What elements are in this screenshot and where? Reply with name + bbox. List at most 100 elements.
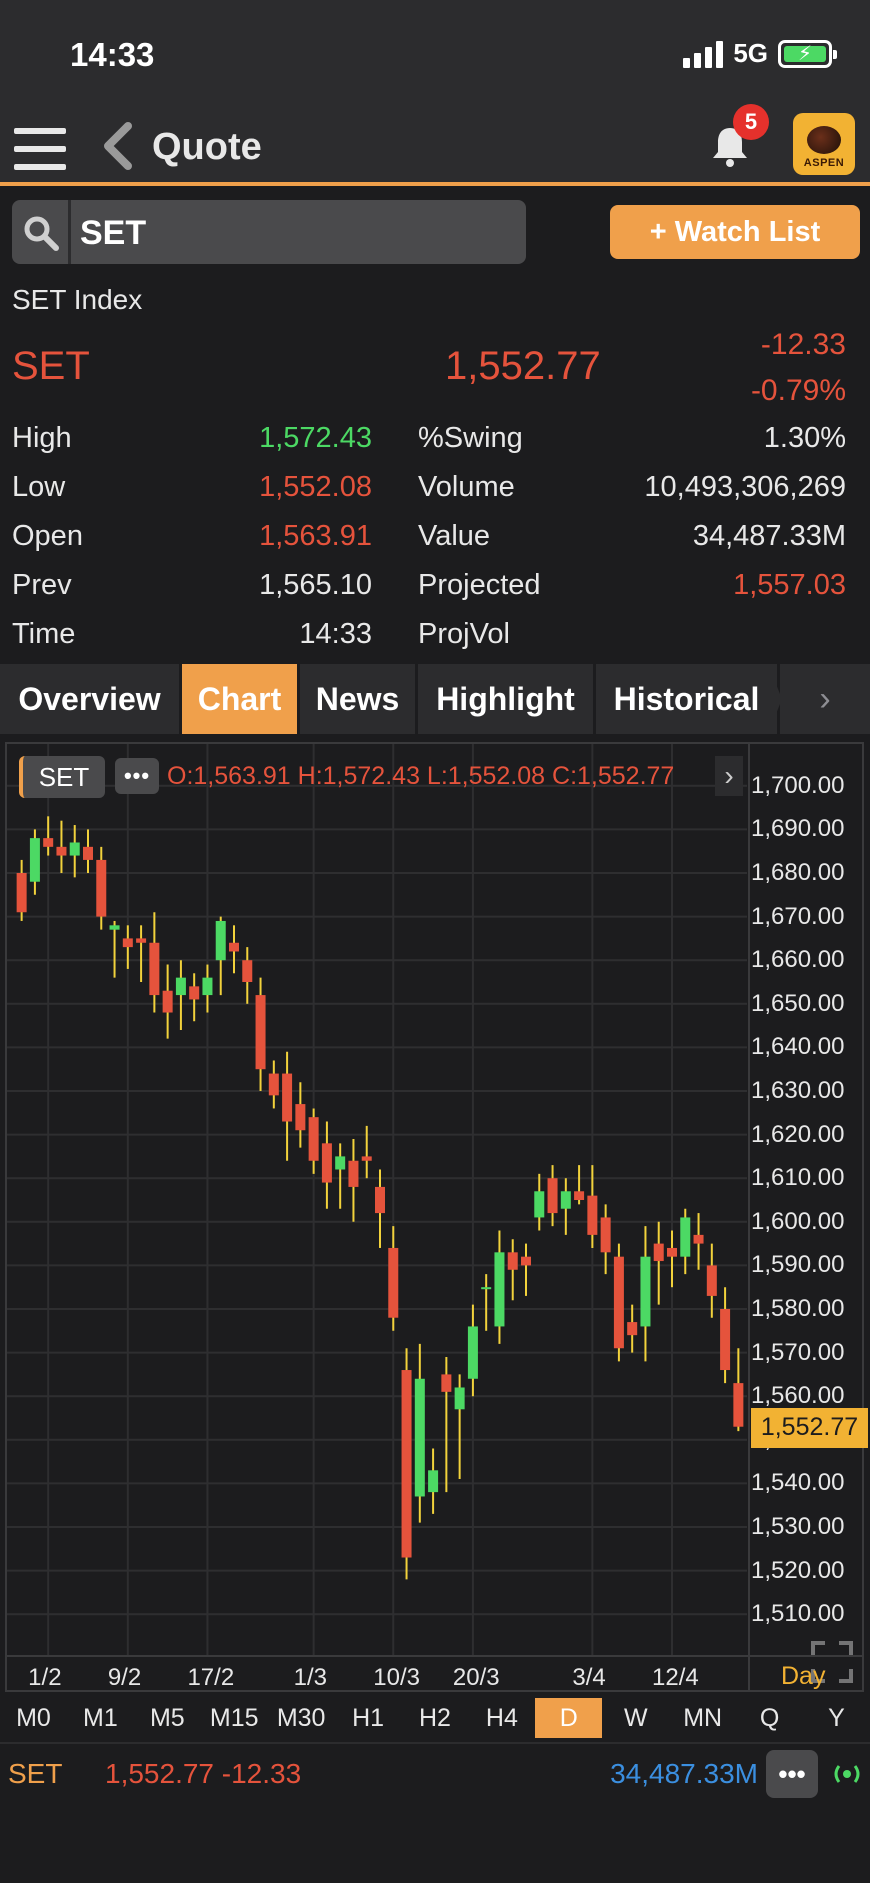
y-tick-label: 1,670.00 [751, 902, 845, 930]
search-icon [24, 216, 59, 251]
stat-label-open: Open [12, 520, 83, 552]
ohlc-scroll-chevron-icon[interactable]: › [715, 756, 743, 796]
back-chevron-icon[interactable] [100, 122, 136, 170]
stat-label-high: High [12, 422, 72, 454]
y-tick-label: 1,690.00 [751, 815, 845, 843]
candle-body [613, 1256, 624, 1349]
price-change: -12.33 [760, 328, 846, 361]
ticker-price-change: 1,552.77 -12.33 [105, 1758, 302, 1789]
stat-label-value: Value [418, 520, 491, 552]
candle-body [215, 920, 226, 961]
timeframe-h2[interactable]: H2 [419, 1703, 451, 1732]
search-value: SET [80, 214, 147, 252]
candle-body [627, 1322, 638, 1336]
interval-label: Day [781, 1662, 826, 1690]
app-header: Quote ASPEN [0, 110, 870, 186]
candle-body [720, 1309, 731, 1371]
menu-icon[interactable] [14, 128, 66, 170]
y-tick-label: 1,580.00 [751, 1295, 845, 1322]
stat-value-low: 1,552.08 [259, 471, 372, 503]
x-tick-label: 3/4 [572, 1664, 606, 1691]
tab-news[interactable]: News [300, 664, 418, 734]
y-tick-label: 1,660.00 [751, 946, 845, 974]
candlestick-chart[interactable] [7, 744, 862, 1690]
timeframe-q[interactable]: Q [759, 1703, 780, 1732]
candle-body [268, 1073, 279, 1096]
stat-label-time: Time [12, 618, 76, 650]
x-tick-label: 17/2 [187, 1664, 235, 1691]
add-watch-list-button[interactable]: + Watch List [610, 205, 860, 259]
notification-badge[interactable]: 5 [733, 104, 769, 140]
candle-body [136, 938, 147, 943]
y-tick-label: 1,570.00 [751, 1338, 845, 1366]
stat-label-low: Low [12, 471, 66, 503]
status-icons: 5G ⚡ [683, 38, 837, 69]
x-tick-label: 20/3 [452, 1664, 500, 1691]
y-tick-label: 1,650.00 [751, 989, 845, 1017]
timeframe-bar: M0 M1 M5 M15 M30 H1 H2 H4 D W MN Q Y [0, 1698, 870, 1738]
ticker-symbol[interactable]: SET [8, 1758, 63, 1789]
y-tick-label: 1,560.00 [751, 1382, 845, 1410]
connection-status-icon [834, 1765, 860, 1783]
candle-body [653, 1243, 664, 1262]
candle-body [574, 1191, 585, 1200]
candle-body [467, 1326, 478, 1379]
expand-icon[interactable] [807, 1637, 857, 1687]
candle-body [534, 1191, 545, 1218]
y-tick-label: 1,640.00 [751, 1033, 845, 1061]
stat-value-swing: 1.30% [763, 422, 846, 454]
timeframe-y[interactable]: Y [828, 1703, 845, 1732]
timeframe-mn[interactable]: MN [683, 1703, 723, 1732]
chart-symbol-chip[interactable]: SET [19, 756, 105, 798]
candle-body [149, 942, 160, 996]
y-tick-label: 1,510.00 [751, 1600, 845, 1628]
candle-body [693, 1234, 704, 1244]
tab-chart[interactable]: Chart [182, 664, 300, 734]
aspen-logo[interactable]: ASPEN [793, 113, 855, 175]
candle-body [83, 846, 93, 860]
candle-body [16, 873, 27, 913]
y-tick-label: 1,530.00 [751, 1513, 845, 1540]
candle-body [56, 846, 67, 856]
last-price-tag: 1,552.77 [751, 1407, 868, 1448]
stat-value-time: 14:33 [299, 618, 372, 650]
timeframe-m1[interactable]: M1 [83, 1703, 118, 1732]
stat-value-projected: 1,557.03 [733, 569, 846, 601]
stat-label-volume: Volume [418, 471, 515, 503]
candle-body [547, 1178, 558, 1214]
chart-options-button[interactable]: ••• [115, 758, 159, 794]
candle-body [428, 1470, 439, 1493]
x-tick-label: 1/3 [293, 1664, 327, 1691]
candle-body [494, 1252, 505, 1327]
candle-body [308, 1117, 319, 1161]
stat-value-open: 1,563.91 [259, 520, 372, 552]
tab-highlight[interactable]: Highlight [418, 664, 596, 734]
tab-historical[interactable]: Historical [596, 664, 780, 734]
timeframe-m0[interactable]: M0 [16, 1703, 51, 1732]
stat-value-volume: 10,493,306,269 [644, 471, 846, 503]
status-time: 14:33 [70, 36, 155, 73]
price-chart[interactable]: SET ••• O:1,563.91 H:1,572.43 L:1,552.08… [5, 742, 868, 1692]
y-tick-label: 1,520.00 [751, 1556, 845, 1584]
candle-body [255, 995, 266, 1070]
timeframe-m15[interactable]: M15 [209, 1703, 259, 1732]
timeframe-w[interactable]: W [623, 1703, 648, 1732]
timeframe-h4[interactable]: H4 [485, 1703, 518, 1732]
timeframe-m30[interactable]: M30 [276, 1703, 326, 1732]
status-bar: 14:33 5G ⚡ [0, 0, 870, 110]
candle-body [414, 1378, 425, 1497]
timeframe-m5[interactable]: M5 [149, 1703, 185, 1732]
candle-body [361, 1156, 372, 1161]
candle-body [680, 1217, 691, 1257]
page-title: Quote [152, 126, 262, 168]
timeframe-h1[interactable]: H1 [352, 1703, 385, 1732]
candle-body [375, 1186, 385, 1214]
more-options-button[interactable]: ••• [766, 1750, 818, 1798]
candle-body [388, 1247, 399, 1318]
timeframe-d[interactable]: D [535, 1698, 603, 1738]
search-input[interactable]: SET [12, 200, 526, 264]
candle-body [441, 1374, 452, 1392]
stat-label-swing: %Swing [418, 422, 523, 454]
tabs-next-chevron-icon[interactable]: › [768, 664, 870, 734]
tab-overview[interactable]: Overview [0, 664, 182, 734]
